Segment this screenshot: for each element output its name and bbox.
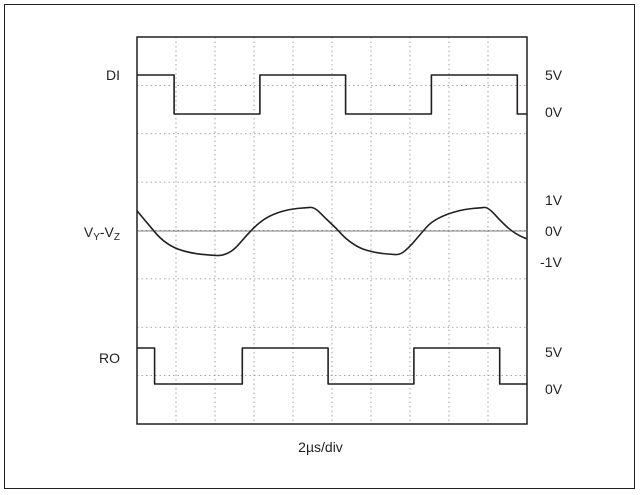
x-axis-label: 2µs/div — [298, 439, 343, 455]
trace-vy-vz — [136, 206, 528, 257]
trace-di — [137, 74, 527, 115]
level-label: 5V — [545, 344, 563, 360]
level-label: 5V — [545, 67, 563, 83]
plot-border — [136, 36, 528, 425]
level-label: 1V — [545, 192, 563, 208]
figure-frame — [4, 4, 635, 489]
level-label: 0V — [545, 223, 563, 239]
channel-label-ro: RO — [99, 350, 120, 366]
level-label: 0V — [545, 104, 563, 120]
trace-ro — [137, 347, 527, 385]
channel-label-di: DI — [106, 67, 120, 83]
channel-label-vy-vz: VY-VZ — [83, 224, 120, 243]
level-label: 0V — [545, 381, 563, 397]
level-label: -1V — [540, 254, 562, 270]
